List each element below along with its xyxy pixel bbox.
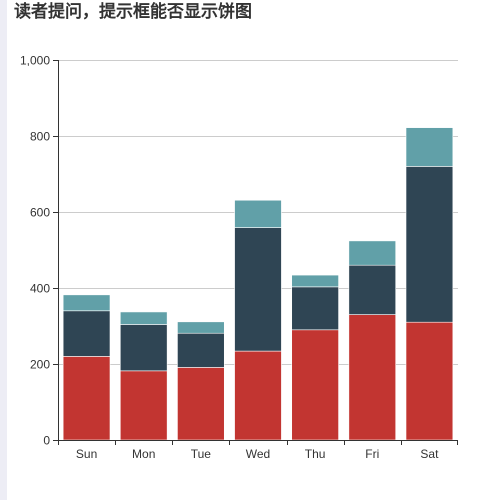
bar-segment-thu-series-2 bbox=[291, 286, 339, 331]
axis-layer: 0 200 400 600 800 1,000 Sun Mon Tue Wed Thu Fri Sat bbox=[20, 54, 458, 461]
bar-segment-sun-series-2 bbox=[62, 310, 111, 357]
y-tick-label: 800 bbox=[30, 130, 50, 144]
y-tick-label: 400 bbox=[30, 282, 50, 296]
chart-title: 读者提问，提示框能否显示饼图 bbox=[14, 2, 252, 22]
bar-segment-sat-series-2 bbox=[405, 166, 454, 323]
bar-segment-thu-series-1 bbox=[291, 329, 339, 441]
bar-segment-thu-series-3 bbox=[291, 274, 339, 288]
x-tick-label: Tue bbox=[191, 447, 212, 461]
bar-segment-tue-series-3 bbox=[177, 321, 225, 334]
x-tick-label: Mon bbox=[132, 447, 155, 461]
y-tick-label: 1,000 bbox=[20, 54, 50, 68]
x-tick-label: Thu bbox=[305, 447, 326, 461]
bar-segment-mon-series-2 bbox=[119, 324, 168, 372]
bar-segment-fri-series-3 bbox=[348, 240, 397, 266]
x-tick-label: Sat bbox=[420, 447, 439, 461]
bar-segment-wed-series-3 bbox=[234, 199, 282, 228]
bar-segment-wed-series-1 bbox=[234, 350, 282, 441]
bar-segment-fri-series-2 bbox=[348, 264, 397, 315]
y-tick-label: 0 bbox=[43, 434, 50, 448]
bar-segment-tue-series-1 bbox=[177, 367, 225, 441]
y-tick-label: 200 bbox=[30, 358, 50, 372]
x-tick-label: Wed bbox=[246, 447, 270, 461]
bar-segment-sat-series-3 bbox=[405, 127, 454, 167]
bar-segment-sun-series-1 bbox=[62, 356, 111, 441]
bar-segment-fri-series-1 bbox=[348, 314, 397, 441]
bar-segment-tue-series-2 bbox=[177, 332, 225, 368]
y-tick-label: 600 bbox=[30, 206, 50, 220]
bar-layer bbox=[62, 127, 454, 441]
bar-segment-mon-series-1 bbox=[119, 370, 168, 441]
bar-segment-sat-series-1 bbox=[405, 321, 454, 441]
left-strip bbox=[0, 0, 7, 500]
bar-segment-mon-series-3 bbox=[119, 311, 168, 325]
x-tick-label: Sun bbox=[76, 447, 97, 461]
bar-segment-sun-series-3 bbox=[62, 294, 111, 312]
bar-segment-wed-series-2 bbox=[234, 227, 282, 352]
x-tick-label: Fri bbox=[365, 447, 379, 461]
